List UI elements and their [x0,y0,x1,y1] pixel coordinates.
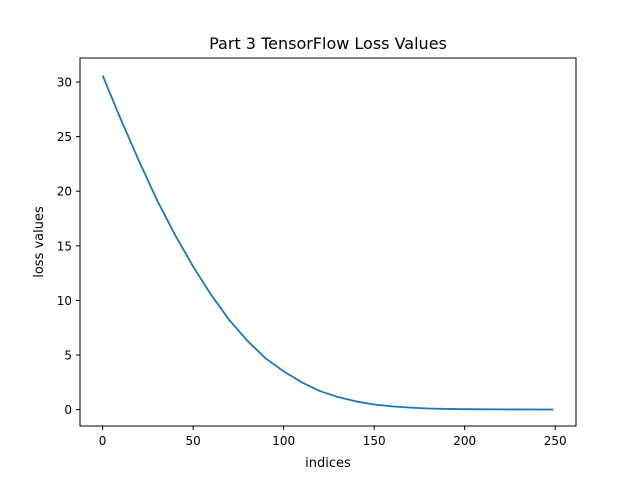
x-tick-label: 100 [272,434,295,448]
x-axis-label: indices [305,456,351,471]
plot-frame [79,57,577,427]
y-tick-label: 25 [57,130,72,144]
x-tick-label: 50 [185,434,200,448]
series-line-0 [101,75,554,411]
y-tick-label: 30 [57,76,72,90]
chart-title: Part 3 TensorFlow Loss Values [209,34,447,53]
y-tick-label: 20 [57,185,72,199]
y-tick-label: 15 [57,239,72,253]
y-axis-label: loss values [32,206,47,278]
x-axis-ticks: 0 50 100 150 200 250 [99,426,567,448]
y-axis-ticks: 0 5 10 15 20 25 30 [57,76,80,417]
y-tick-label: 5 [64,349,72,363]
x-tick-label: 150 [363,434,386,448]
y-tick-label: 0 [64,403,72,417]
y-tick-label: 10 [57,294,72,308]
x-tick-label: 250 [544,434,567,448]
x-tick-label: 200 [453,434,476,448]
series-layer [101,75,554,411]
x-tick-label: 0 [99,434,107,448]
